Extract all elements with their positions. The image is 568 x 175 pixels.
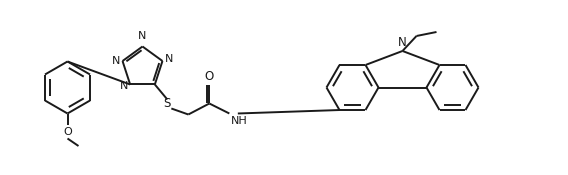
Text: N: N [398, 36, 407, 50]
Text: O: O [204, 71, 214, 83]
Text: N: N [119, 82, 128, 92]
Text: O: O [63, 127, 72, 137]
Text: N: N [112, 56, 120, 66]
Text: N: N [139, 31, 147, 41]
Text: N: N [165, 54, 173, 64]
Text: S: S [164, 97, 171, 110]
Text: NH: NH [231, 117, 248, 127]
